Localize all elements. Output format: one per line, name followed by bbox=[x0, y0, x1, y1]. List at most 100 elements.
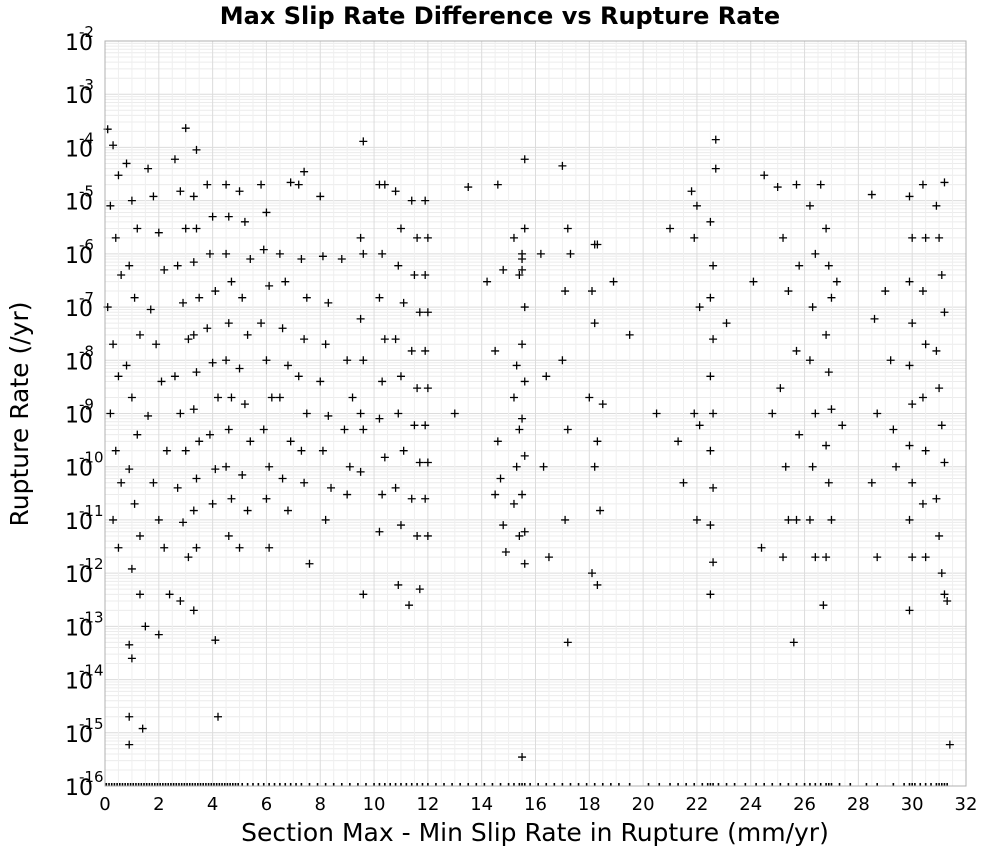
data-point bbox=[593, 437, 602, 446]
data-point bbox=[873, 553, 882, 562]
data-point bbox=[757, 543, 766, 552]
data-point bbox=[283, 361, 292, 370]
data-point bbox=[415, 585, 424, 594]
data-point bbox=[224, 212, 233, 221]
data-point bbox=[563, 638, 572, 647]
data-point bbox=[144, 164, 153, 173]
data-point bbox=[125, 740, 134, 749]
y-tick-exponent: -11 bbox=[79, 502, 104, 520]
y-tick-base: 10 bbox=[65, 350, 93, 375]
data-point bbox=[908, 553, 917, 562]
data-point bbox=[133, 224, 142, 233]
y-tick-label: 10-6 bbox=[65, 236, 94, 269]
data-point bbox=[211, 287, 220, 296]
data-point bbox=[415, 308, 424, 317]
data-point bbox=[170, 155, 179, 164]
y-tick-label: 10-10 bbox=[65, 449, 104, 482]
data-point bbox=[356, 409, 365, 418]
x-axis-ticks: 0 2 4 6 8 10 12 14 16 18 20 22 24 26 28 30 32 bbox=[99, 794, 977, 815]
y-tick-exponent: -15 bbox=[79, 715, 104, 733]
data-point bbox=[235, 543, 244, 552]
data-point bbox=[515, 425, 524, 434]
data-point bbox=[822, 330, 831, 339]
data-point bbox=[493, 180, 502, 189]
data-point bbox=[111, 446, 120, 455]
data-point bbox=[918, 287, 927, 296]
data-point bbox=[905, 606, 914, 615]
data-point bbox=[695, 303, 704, 312]
data-point bbox=[779, 553, 788, 562]
data-point bbox=[822, 224, 831, 233]
data-point bbox=[921, 340, 930, 349]
data-point bbox=[179, 518, 188, 527]
data-point bbox=[117, 478, 126, 487]
y-tick-label: 10-8 bbox=[65, 342, 94, 375]
y-tick-base: 10 bbox=[65, 723, 93, 748]
data-point bbox=[205, 249, 214, 258]
x-tick-label: 28 bbox=[847, 794, 870, 815]
x-tick-label: 24 bbox=[739, 794, 762, 815]
data-point bbox=[117, 271, 126, 280]
data-point bbox=[192, 543, 201, 552]
data-point bbox=[518, 255, 527, 264]
data-point bbox=[224, 531, 233, 540]
data-point bbox=[181, 446, 190, 455]
data-point bbox=[114, 543, 123, 552]
data-point bbox=[324, 411, 333, 420]
data-point bbox=[149, 478, 158, 487]
data-point bbox=[211, 636, 220, 645]
data-point bbox=[316, 377, 325, 386]
y-tick-base: 10 bbox=[65, 616, 93, 641]
y-tick-base: 10 bbox=[65, 670, 93, 695]
data-point bbox=[203, 180, 212, 189]
data-point bbox=[359, 590, 368, 599]
data-point bbox=[343, 356, 352, 365]
data-point bbox=[596, 506, 605, 515]
data-point bbox=[808, 462, 817, 471]
x-tick-label: 30 bbox=[901, 794, 924, 815]
data-point bbox=[784, 287, 793, 296]
data-point bbox=[378, 490, 387, 499]
data-point bbox=[214, 393, 223, 402]
data-point bbox=[265, 543, 274, 552]
data-point bbox=[491, 490, 500, 499]
y-tick-exponent: -9 bbox=[79, 396, 94, 414]
data-point bbox=[867, 190, 876, 199]
data-point bbox=[407, 494, 416, 503]
data-point bbox=[423, 233, 432, 242]
data-point bbox=[706, 293, 715, 302]
data-point bbox=[327, 483, 336, 492]
data-point bbox=[512, 462, 521, 471]
y-tick-base: 10 bbox=[65, 84, 93, 109]
data-point bbox=[515, 531, 524, 540]
data-point bbox=[499, 265, 508, 274]
data-point bbox=[138, 724, 147, 733]
data-point bbox=[937, 421, 946, 430]
data-point bbox=[776, 384, 785, 393]
data-point bbox=[889, 425, 898, 434]
data-point bbox=[870, 314, 879, 323]
y-tick-exponent: -12 bbox=[79, 555, 104, 573]
data-point bbox=[192, 368, 201, 377]
data-point bbox=[359, 137, 368, 146]
data-point bbox=[125, 465, 134, 474]
data-point bbox=[235, 187, 244, 196]
data-point bbox=[886, 356, 895, 365]
data-point bbox=[281, 277, 290, 286]
data-point bbox=[908, 319, 917, 328]
data-point bbox=[501, 547, 510, 556]
data-point bbox=[908, 233, 917, 242]
data-point bbox=[224, 425, 233, 434]
data-point bbox=[109, 340, 118, 349]
data-point bbox=[380, 453, 389, 462]
data-point bbox=[127, 654, 136, 663]
data-point bbox=[399, 446, 408, 455]
data-point bbox=[692, 201, 701, 210]
data-point bbox=[195, 293, 204, 302]
data-point bbox=[222, 356, 231, 365]
y-tick-label: 10-15 bbox=[65, 715, 104, 748]
data-point bbox=[262, 494, 271, 503]
data-point bbox=[827, 293, 836, 302]
data-point bbox=[520, 451, 529, 460]
